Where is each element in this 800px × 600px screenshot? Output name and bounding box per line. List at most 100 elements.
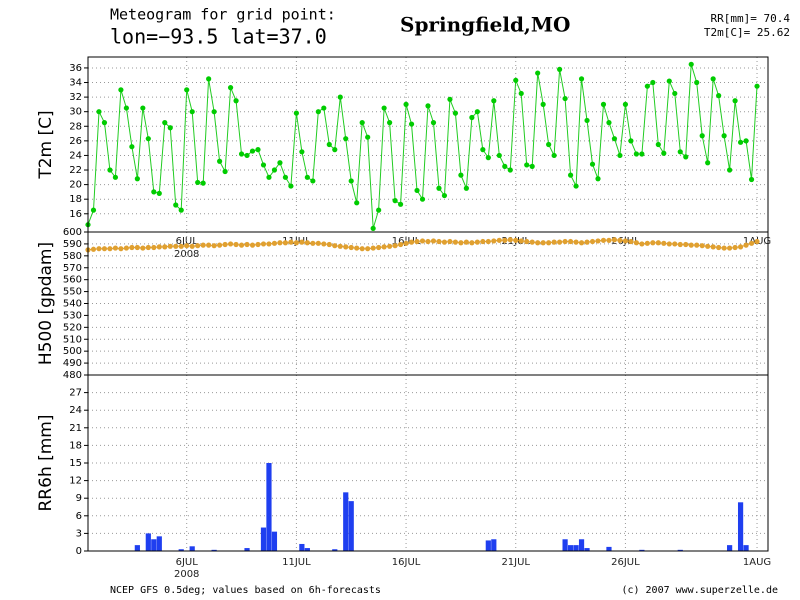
point — [436, 185, 442, 191]
point — [354, 200, 360, 206]
point — [480, 238, 486, 245]
point — [365, 134, 371, 140]
y-tick-label: 9 — [76, 493, 82, 504]
point — [408, 121, 415, 127]
point — [502, 163, 508, 169]
point — [145, 244, 151, 251]
point — [502, 237, 508, 243]
point — [387, 120, 393, 126]
point — [469, 240, 475, 246]
footer-source: NCEP GFS 0.5deg; values based on 6h-fore… — [110, 585, 381, 596]
point — [397, 241, 404, 248]
bar — [348, 501, 354, 551]
point — [716, 93, 722, 99]
point — [557, 239, 563, 245]
point — [326, 141, 332, 148]
point — [118, 87, 124, 93]
point — [260, 162, 267, 168]
point — [354, 245, 360, 251]
point — [485, 155, 491, 161]
bar — [332, 549, 338, 551]
point — [567, 172, 574, 178]
point — [293, 240, 299, 246]
y-tick-label: 590 — [63, 239, 82, 250]
point — [211, 243, 217, 249]
point — [754, 83, 760, 89]
point — [304, 174, 310, 180]
point — [672, 241, 678, 247]
point — [710, 76, 716, 82]
point — [326, 241, 332, 248]
y-tick-label: 550 — [63, 287, 82, 298]
point — [288, 239, 294, 245]
point — [129, 144, 135, 150]
point — [496, 152, 502, 159]
point — [617, 237, 623, 243]
point — [743, 242, 749, 248]
y-tick-label: 540 — [63, 299, 82, 310]
bar — [343, 492, 349, 551]
point — [705, 160, 711, 166]
point — [710, 244, 716, 250]
point — [748, 176, 755, 183]
point — [370, 225, 376, 231]
point — [184, 87, 190, 93]
point — [727, 167, 733, 173]
point — [107, 167, 113, 173]
point — [332, 243, 338, 249]
point — [474, 239, 480, 245]
point — [310, 178, 316, 184]
point — [282, 240, 289, 246]
point — [507, 237, 513, 243]
point — [293, 110, 299, 116]
point — [485, 238, 491, 245]
point — [408, 239, 415, 245]
bar — [485, 540, 491, 551]
point — [611, 237, 618, 243]
point — [200, 180, 206, 186]
point — [184, 243, 190, 249]
point — [238, 151, 245, 157]
point — [359, 120, 365, 126]
bar — [145, 533, 151, 551]
point — [244, 241, 250, 248]
point — [156, 244, 162, 250]
point — [611, 136, 618, 142]
point — [277, 240, 283, 246]
point — [195, 243, 201, 249]
point — [617, 152, 623, 159]
point — [589, 161, 596, 167]
point — [403, 101, 409, 107]
point — [694, 242, 700, 248]
bar — [606, 546, 612, 551]
point — [332, 147, 338, 153]
x-tick-label: 16JUL — [392, 557, 421, 568]
point — [622, 238, 629, 244]
point — [683, 154, 689, 160]
point — [173, 202, 179, 208]
point — [244, 152, 250, 159]
y-tick-label: 3 — [76, 528, 82, 539]
y-tick-label: 510 — [63, 334, 82, 345]
point — [90, 207, 97, 213]
point — [441, 192, 448, 199]
point — [299, 239, 305, 245]
point — [260, 241, 267, 247]
y-axis-label: RR6h [mm] — [36, 414, 56, 511]
point — [628, 238, 634, 245]
point — [167, 125, 173, 131]
point — [337, 94, 343, 100]
point — [189, 109, 195, 115]
point — [683, 241, 689, 248]
point — [557, 66, 563, 72]
point — [227, 85, 234, 91]
point — [167, 243, 173, 249]
point — [748, 240, 755, 246]
point — [529, 163, 535, 169]
stat: T2m[C]= 25.62 — [704, 26, 790, 39]
point — [688, 242, 694, 248]
y-tick-label: 21 — [69, 423, 82, 434]
y-axis-label: H500 [gpdam] — [36, 242, 56, 365]
point — [606, 120, 612, 126]
point — [469, 114, 475, 121]
